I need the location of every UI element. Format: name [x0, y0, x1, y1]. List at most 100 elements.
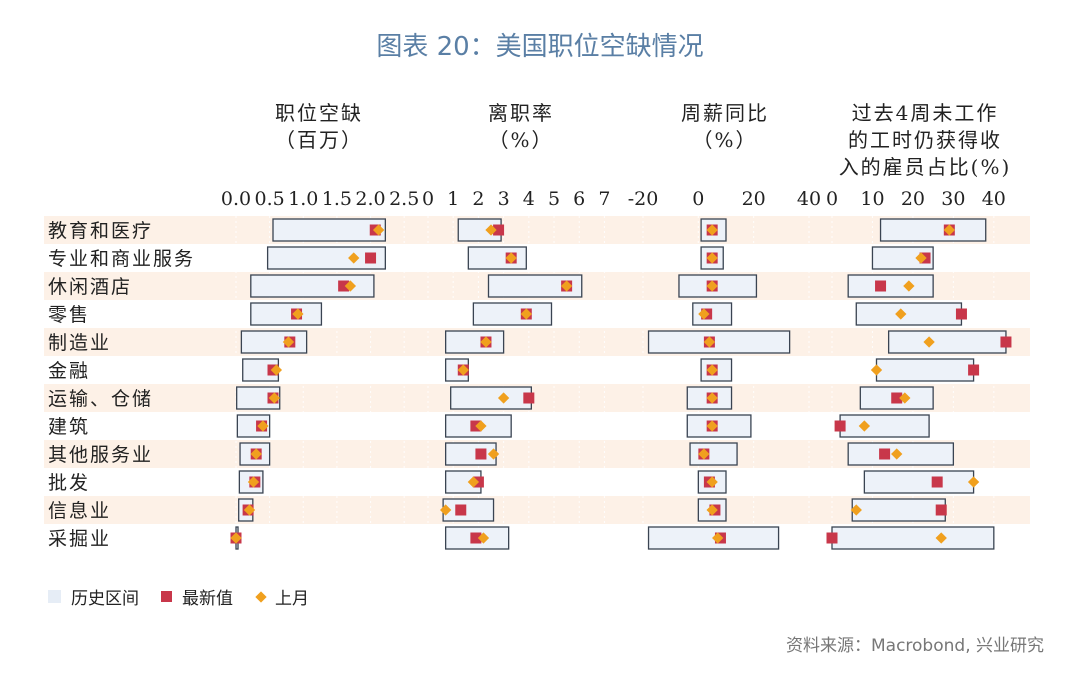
- tick-label: 0.5: [255, 188, 285, 210]
- prev-marker: [372, 224, 385, 236]
- latest-marker: [523, 392, 535, 404]
- tick-label: 1.0: [288, 188, 318, 210]
- prev-marker: [243, 504, 256, 516]
- category-label: 运输、仓储: [48, 388, 153, 410]
- tick-label: 6: [573, 188, 585, 210]
- range-box: [839, 414, 930, 438]
- prev-marker: [475, 420, 487, 432]
- tick-label: 1.5: [322, 188, 352, 210]
- prev-marker: [344, 280, 357, 292]
- latest-marker: [955, 308, 967, 320]
- tick-label: 2: [472, 188, 484, 210]
- latest-marker: [826, 532, 838, 544]
- history-swatch-icon: [48, 590, 61, 603]
- prev-marker: [270, 364, 283, 376]
- range-box: [450, 386, 532, 410]
- prev-marker: [250, 448, 262, 460]
- source-note: 资料来源：Macrobond, 兴业研究: [785, 636, 1044, 656]
- row-band: [44, 216, 1030, 244]
- category-label: 采掘业: [48, 528, 111, 550]
- prev-marker: [706, 504, 718, 516]
- prev-marker: [706, 476, 718, 488]
- legend-label-latest: 最新值: [182, 589, 233, 609]
- prev-marker: [292, 308, 304, 320]
- latest-marker: [338, 280, 350, 292]
- prev-marker: [282, 336, 295, 348]
- legend-item-prev: 上月: [255, 584, 309, 609]
- prev-marker: [348, 252, 360, 264]
- prev-marker: [230, 532, 242, 544]
- prev-marker: [706, 420, 718, 432]
- latest-marker: [891, 392, 903, 404]
- prev-marker: [943, 224, 955, 236]
- range-box: [871, 246, 934, 270]
- range-box: [879, 218, 987, 242]
- panel-header: 的工时仍获得收: [848, 128, 1002, 152]
- tick-label: 20: [901, 188, 925, 210]
- prev-marker: [268, 392, 281, 404]
- tick-label: 2.5: [389, 188, 419, 210]
- tick-label: 7: [598, 188, 610, 210]
- range-box: [831, 526, 995, 550]
- tick-label: 40: [982, 188, 1006, 210]
- category-label: 金融: [48, 360, 90, 382]
- legend-label-history: 历史区间: [71, 589, 139, 609]
- latest-marker: [365, 252, 377, 264]
- prev-marker: [497, 392, 510, 404]
- prev-marker: [712, 532, 724, 544]
- prev-marker: [257, 420, 269, 432]
- category-label: 批发: [48, 472, 90, 494]
- range-box: [240, 330, 308, 354]
- panel-header: 职位空缺: [275, 101, 363, 125]
- range-box: [847, 274, 934, 298]
- tick-label: 0: [826, 188, 838, 210]
- chart-title: 图表 20：美国职位空缺情况: [376, 32, 704, 62]
- range-box: [875, 358, 975, 382]
- category-label: 零售: [48, 304, 90, 326]
- latest-marker: [931, 476, 943, 488]
- tick-label: 0: [692, 188, 704, 210]
- range-box: [855, 302, 963, 326]
- category-label: 休闲酒店: [48, 276, 132, 298]
- tick-label: 0.0: [221, 188, 251, 210]
- prev-marker: [706, 364, 718, 376]
- prev-marker: [706, 392, 718, 404]
- prev-marker: [706, 224, 718, 236]
- prev-marker: [870, 364, 883, 376]
- prev-marker: [467, 476, 480, 488]
- prev-marker: [935, 532, 947, 544]
- range-box: [272, 218, 386, 242]
- prev-marker: [457, 364, 469, 376]
- tick-label: 4: [523, 188, 535, 210]
- tick-label: 40: [797, 188, 821, 210]
- category-label: 教育和医疗: [48, 220, 153, 242]
- panel-header: （%）: [692, 128, 757, 152]
- latest-marker: [935, 504, 947, 516]
- prev-marker: [520, 308, 532, 320]
- tick-label: 2.0: [355, 188, 385, 210]
- tick-label: 5: [548, 188, 560, 210]
- range-box: [851, 498, 946, 522]
- prev-marker: [487, 448, 500, 460]
- prev-marker: [858, 420, 871, 432]
- range-box: [467, 246, 527, 270]
- category-label: 制造业: [48, 332, 111, 354]
- range-box: [266, 246, 386, 270]
- prev-marker: [706, 252, 718, 264]
- category-label: 专业和商业服务: [48, 248, 195, 270]
- prev-marker: [703, 336, 716, 348]
- prev-marker: [477, 532, 490, 544]
- prev-marker: [439, 504, 452, 516]
- range-box: [250, 302, 323, 326]
- panel-header: （%）: [488, 128, 553, 152]
- range-box: [689, 442, 738, 466]
- square-marker-icon: [161, 591, 172, 602]
- prev-marker: [923, 336, 935, 348]
- prev-marker: [698, 448, 710, 460]
- prev-marker: [485, 224, 497, 236]
- range-box: [487, 274, 583, 298]
- diamond-marker-icon: [255, 590, 267, 603]
- panel-header: 离职率: [488, 101, 554, 125]
- legend: 历史区间 最新值 上月: [48, 584, 331, 609]
- category-label: 信息业: [48, 500, 111, 522]
